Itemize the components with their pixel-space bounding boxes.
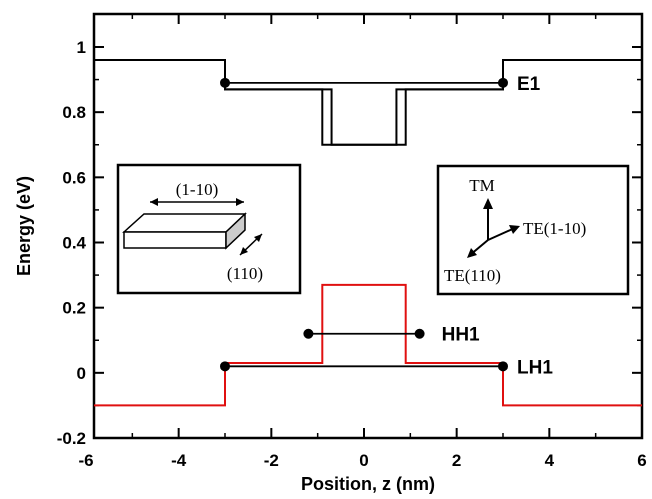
y-tick-label-4: 0.6	[62, 168, 86, 187]
level-dot-lh1-right	[498, 361, 508, 372]
level-dot-e1-left	[220, 77, 230, 88]
level-dot-lh1-left	[220, 361, 230, 372]
band-series-1	[94, 59, 642, 146]
level-label-lh1: LH1	[517, 357, 553, 378]
tm-arrowhead	[483, 198, 493, 209]
x-axis-label: Position, z (nm)	[301, 474, 435, 494]
dim-arrow-110-head-upper	[254, 234, 262, 242]
inset-polarization: TM TE(1-10) TE(110)	[436, 164, 630, 296]
x-tick-label-1: -4	[171, 451, 187, 470]
dim-arrow-1-10-head-right	[236, 198, 244, 206]
slab-front-face	[123, 231, 227, 249]
band-series-0	[94, 59, 642, 146]
tm-label: TM	[469, 176, 495, 195]
inset-polarization-frame	[436, 164, 630, 296]
te-110-label: TE(110)	[444, 266, 501, 285]
te-1-10-label: TE(1-10)	[523, 219, 586, 238]
energy-levels: E1 HH1 LH1	[220, 74, 553, 378]
x-tick-label-5: 4	[545, 451, 555, 470]
x-tick-label-3: 0	[359, 451, 368, 470]
y-axis-label: Energy (eV)	[14, 176, 34, 276]
slab-top-face	[122, 213, 247, 233]
y-tick-label-3: 0.4	[62, 234, 86, 253]
y-tick-label-1: 0	[77, 364, 86, 383]
band-series-2	[94, 283, 642, 407]
level-dot-hh1-right	[414, 328, 425, 339]
axis-ticks	[93, 14, 643, 439]
dim-arrow-110-head-lower	[240, 247, 248, 255]
slab-side-face	[225, 212, 246, 250]
dim-label-1-10: (1-10)	[176, 180, 218, 199]
te-110-arrowhead	[467, 248, 477, 258]
dim-label-110: (110)	[227, 264, 263, 283]
level-dot-e1-right	[498, 77, 508, 88]
y-tick-label-6: 1	[77, 38, 86, 57]
level-dot-hh1-left	[303, 328, 314, 339]
plot-frame	[92, 12, 644, 440]
level-label-e1: E1	[517, 74, 541, 95]
x-tick-label-2: -2	[264, 451, 279, 470]
y-tick-label-2: 0.2	[62, 299, 86, 318]
te-1-10-arrowhead	[509, 225, 520, 234]
axis-tick-labels: -6 -4 -2 0 2 4 6 -0.2 0 0.2 0.4 0.6 0.8 1	[57, 38, 647, 470]
x-tick-label-0: -6	[78, 451, 93, 470]
y-tick-label-0: -0.2	[57, 429, 86, 448]
y-tick-label-5: 0.8	[62, 103, 86, 122]
level-label-hh1: HH1	[442, 325, 480, 346]
dim-arrow-1-10-head-left	[150, 198, 158, 206]
x-tick-label-6: 6	[637, 451, 646, 470]
x-tick-label-4: 2	[452, 451, 461, 470]
inset-geometry: (1-10) (110)	[116, 163, 302, 295]
